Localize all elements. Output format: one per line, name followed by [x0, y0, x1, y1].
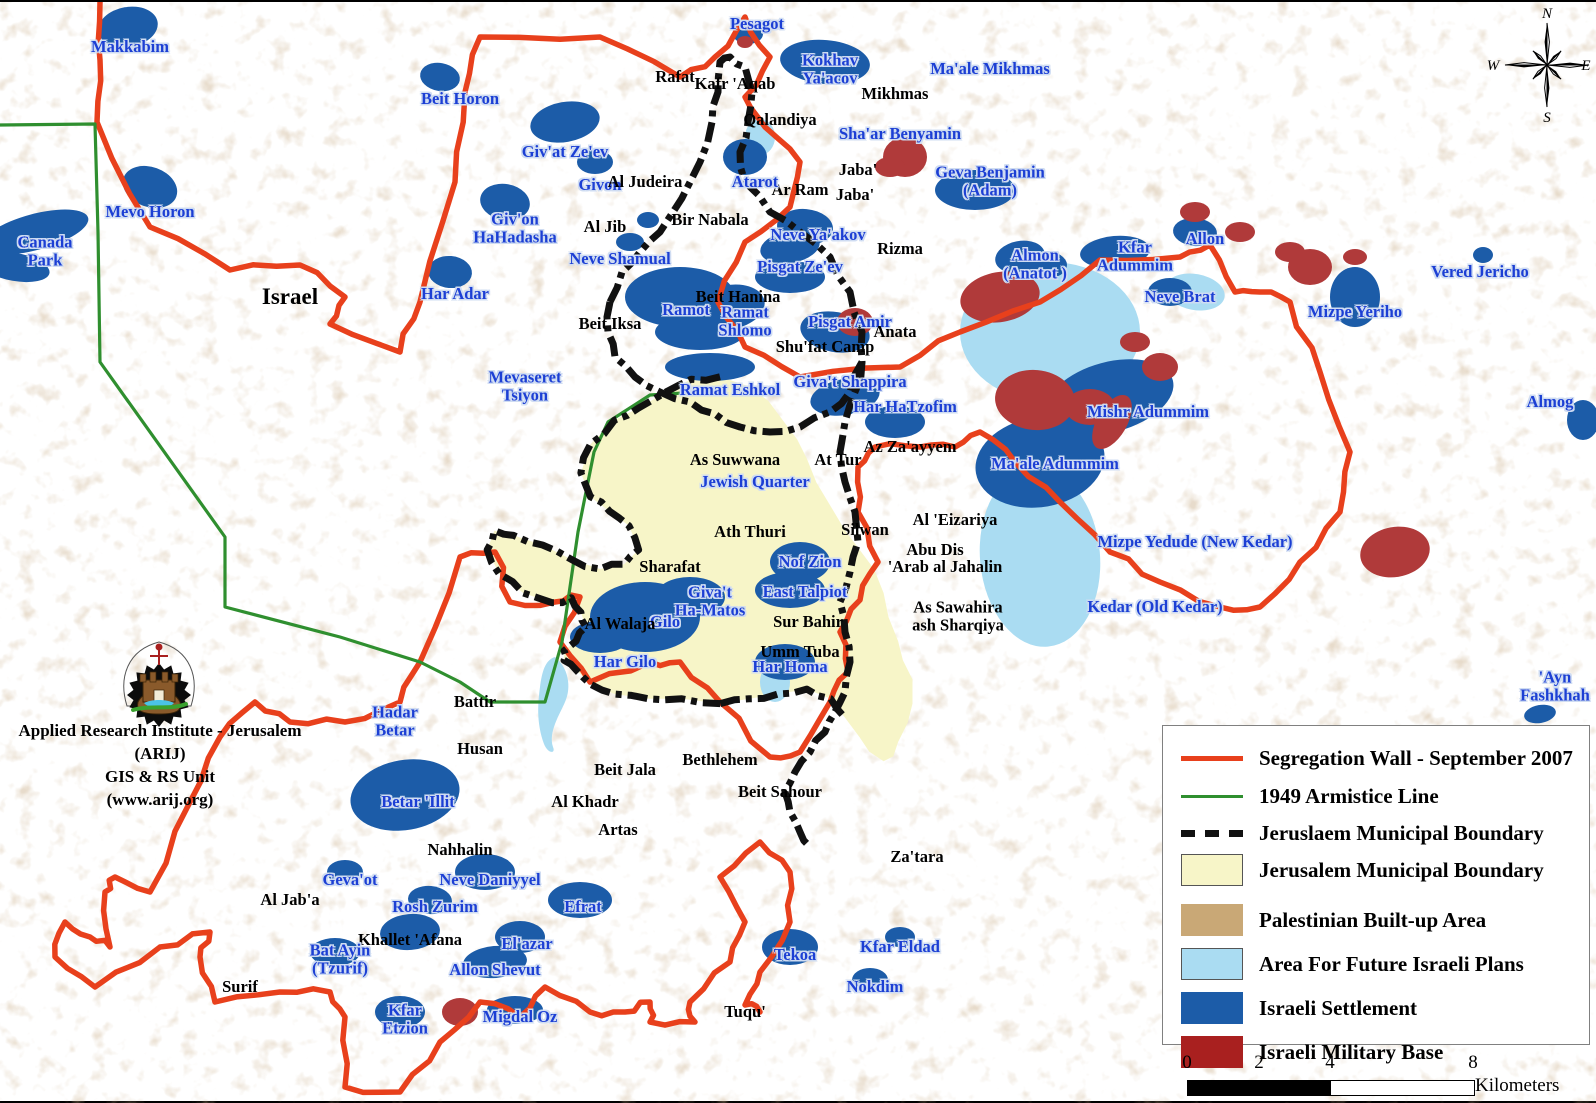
svg-text:S: S — [1543, 110, 1551, 126]
svg-text:E: E — [1580, 58, 1590, 74]
svg-text:N: N — [1541, 6, 1553, 22]
svg-text:W: W — [1487, 58, 1501, 74]
